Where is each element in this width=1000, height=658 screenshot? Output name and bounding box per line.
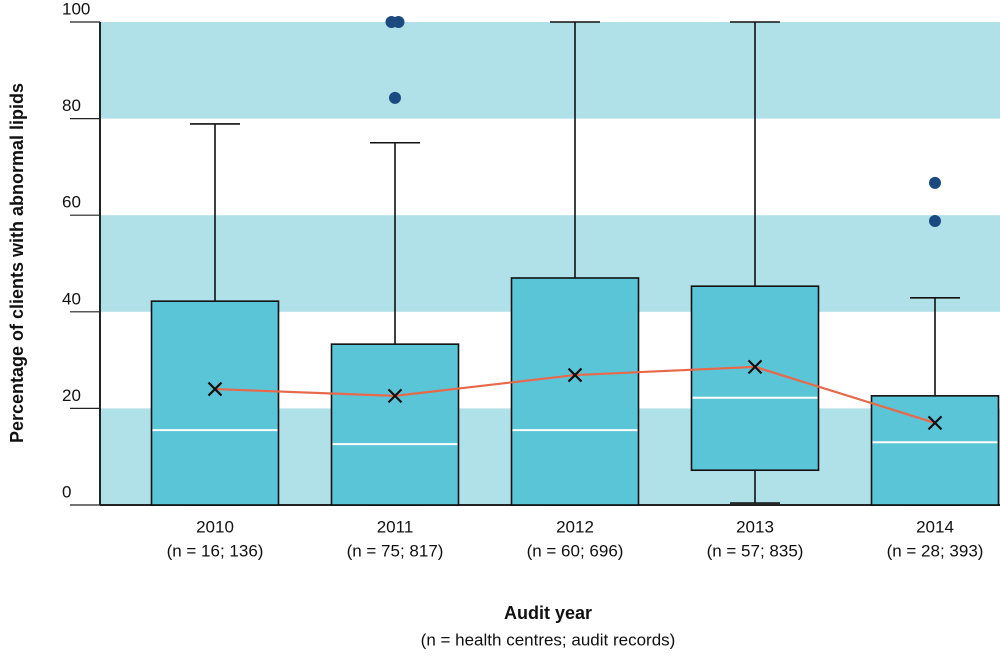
x-tick-label: 2010 — [196, 517, 234, 536]
x-tick-sublabel: (n = 57; 835) — [707, 541, 804, 560]
x-tick-label: 2013 — [736, 517, 774, 536]
mean-marker — [567, 367, 583, 383]
mean-marker — [207, 381, 223, 397]
mean-marker — [927, 415, 943, 431]
x-tick-label: 2012 — [556, 517, 594, 536]
x-tick-sublabel: (n = 75; 817) — [347, 541, 444, 560]
x-axis-title: Audit year — [504, 603, 592, 623]
box — [690, 285, 820, 472]
y-tick-label: 20 — [62, 386, 81, 405]
outlier — [389, 91, 401, 104]
mean-marker — [387, 388, 403, 404]
y-tick-label: 80 — [62, 96, 81, 115]
box — [150, 300, 280, 506]
x-tick-sublabel: (n = 60; 696) — [527, 541, 624, 560]
mean-marker — [747, 359, 763, 375]
x-axis-subtitle: (n = health centres; audit records) — [421, 630, 676, 649]
outlier — [929, 176, 941, 189]
y-tick-label: 40 — [62, 289, 81, 308]
y-axis-title: Percentage of clients with abnormal lipi… — [7, 83, 27, 443]
y-tick-label: 100 — [62, 0, 90, 18]
x-tick-sublabel: (n = 28; 393) — [887, 541, 984, 560]
background-band — [100, 22, 1000, 119]
y-tick-label: 0 — [62, 482, 71, 501]
x-tick-label: 2014 — [916, 517, 954, 536]
outlier — [929, 214, 941, 227]
y-tick-label: 60 — [62, 193, 81, 212]
x-tick-sublabel: (n = 16; 136) — [167, 541, 264, 560]
x-tick-label: 2011 — [377, 517, 414, 536]
box — [330, 343, 460, 506]
box — [870, 395, 1000, 506]
box — [510, 277, 640, 506]
outlier — [392, 16, 405, 28]
